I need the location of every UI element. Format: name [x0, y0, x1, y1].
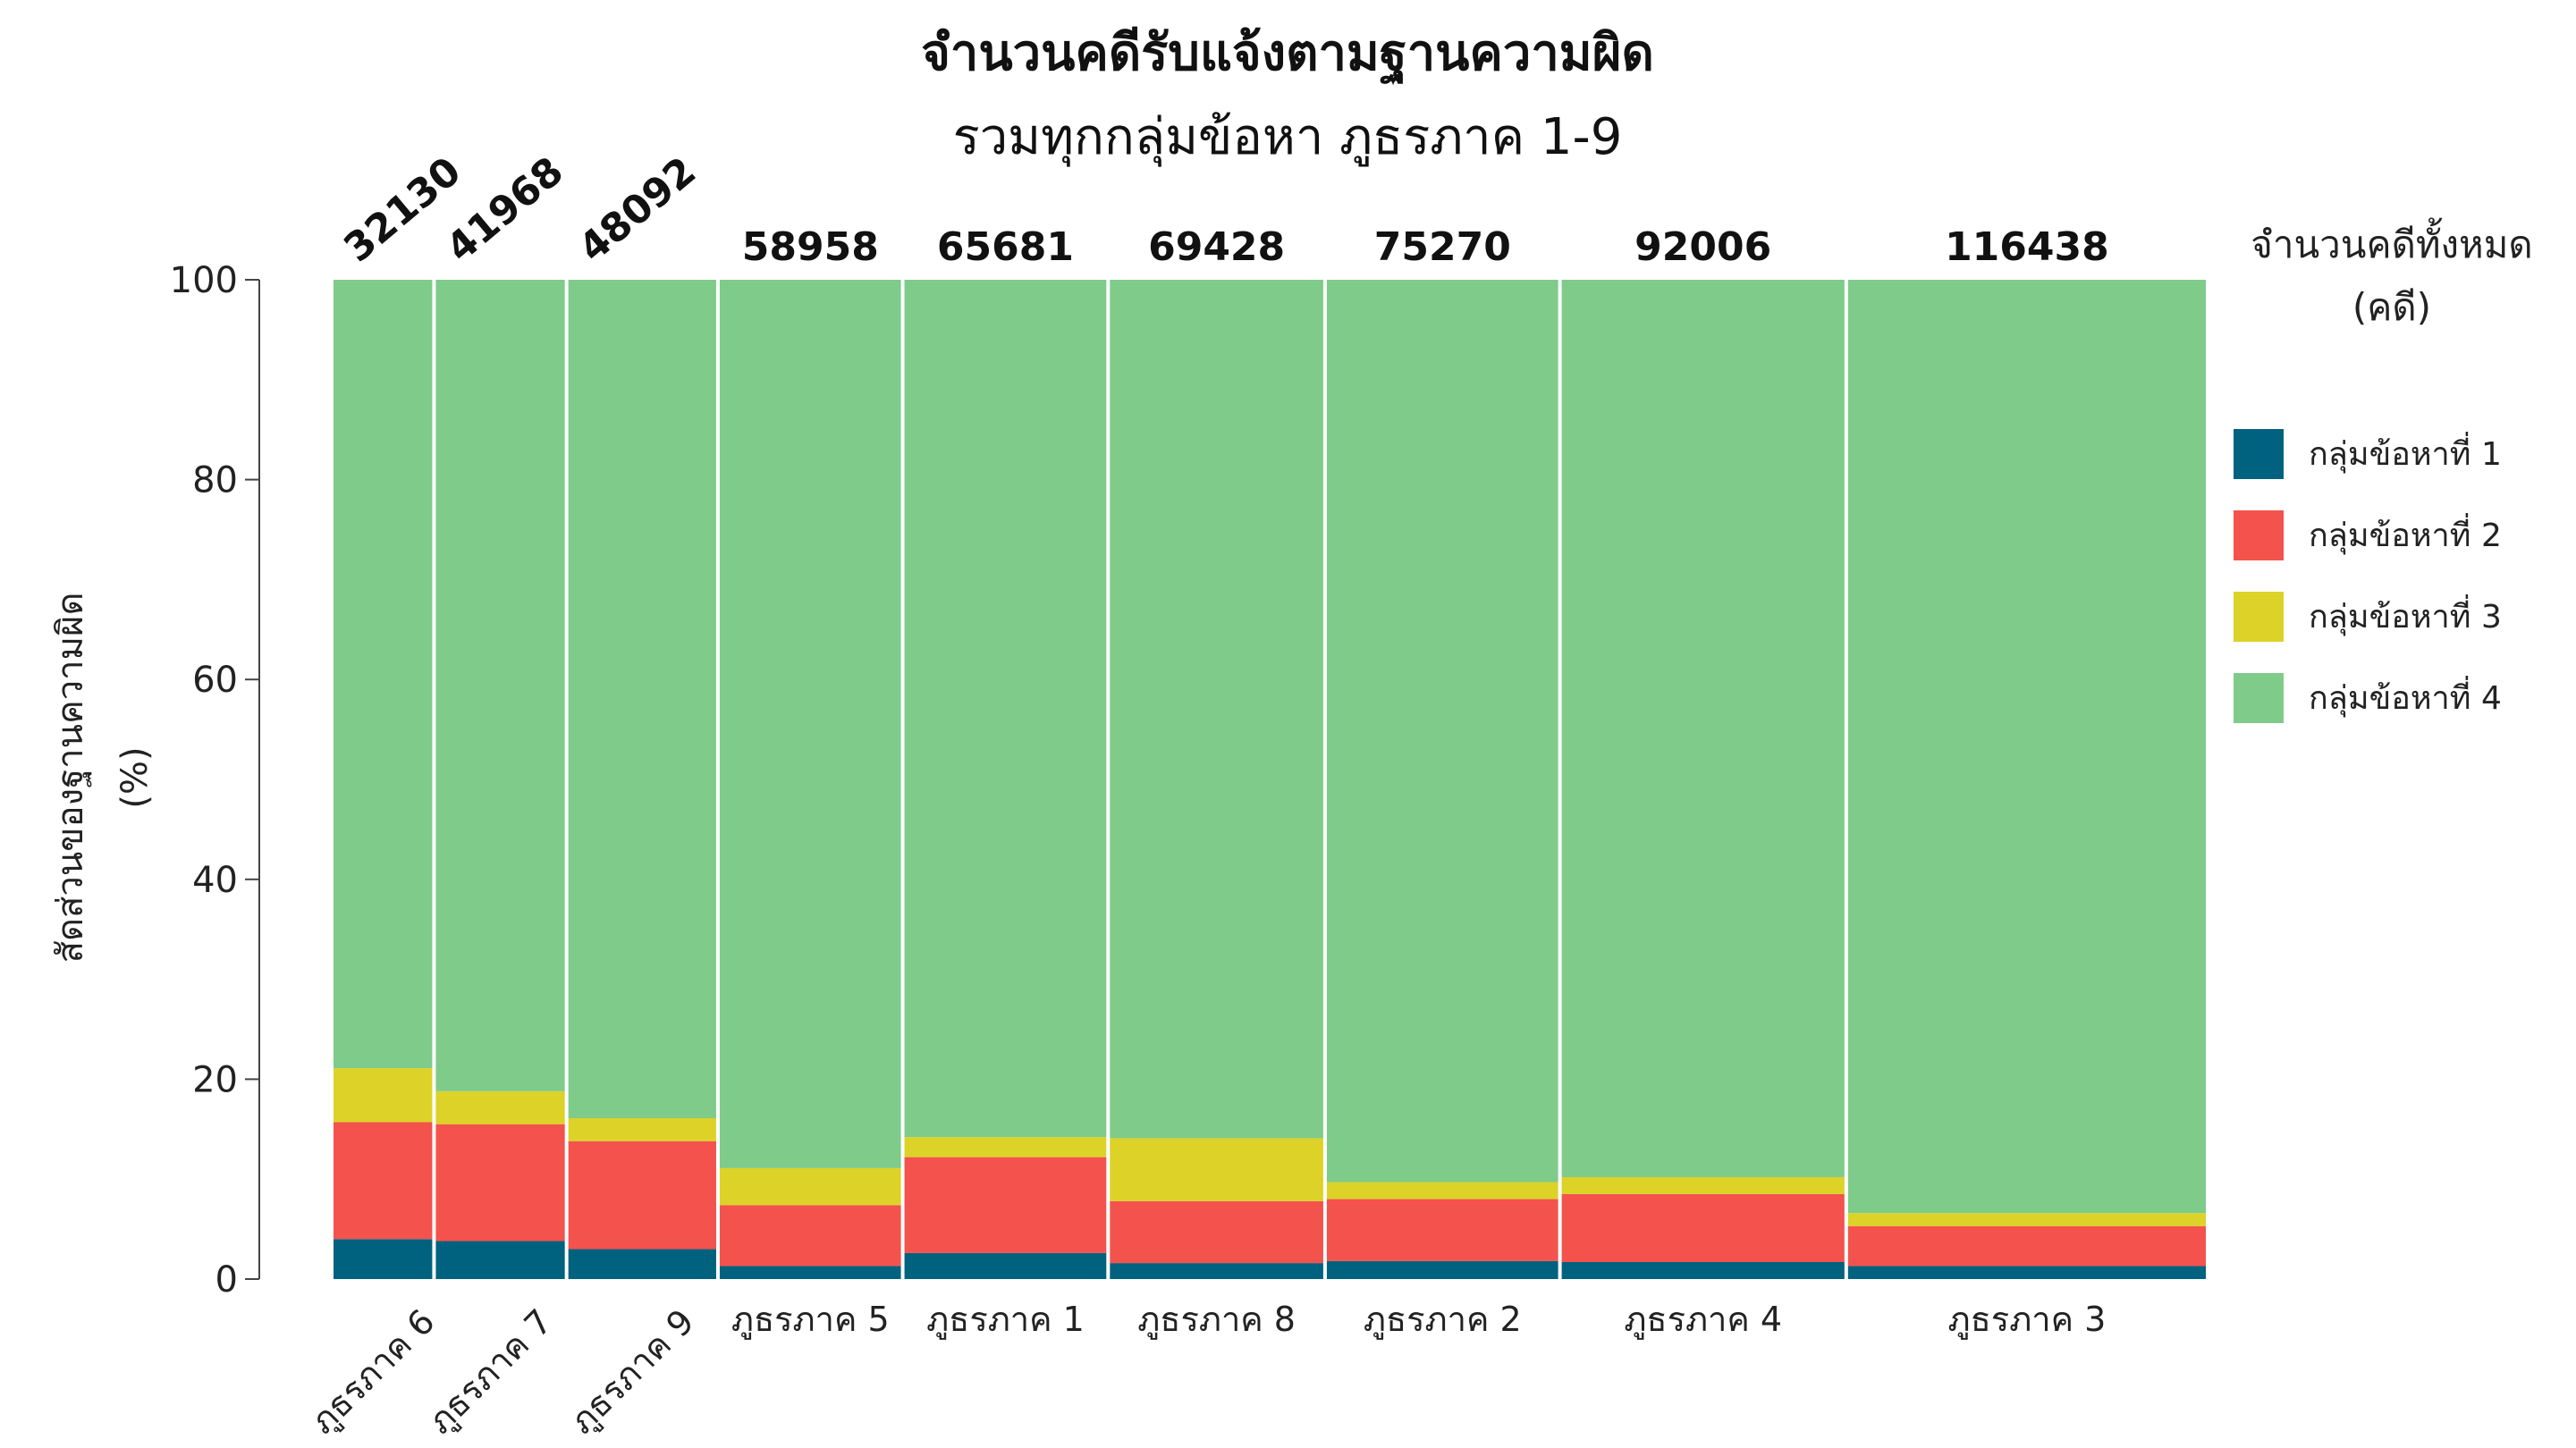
category-labels-group: ภูธรภาค 6ภูธรภาค 7 ภูธรภาค 9 ภูธรภาค 5 ภูธร… [303, 1300, 2107, 1442]
bar-column [1561, 280, 1845, 1279]
category-label: ภูธรภาค 9 [562, 1301, 703, 1442]
totals-title-line2: (คดี) [2352, 285, 2431, 329]
total-label: 92006 [1634, 224, 1771, 270]
category-label: ภูธรภาค 2 [1364, 1300, 1522, 1340]
total-label: 58958 [742, 224, 879, 270]
bar-segment [1847, 280, 2206, 1214]
bar-segment [1110, 280, 1323, 1139]
bar-segment [1847, 1266, 2206, 1279]
bar-segment [334, 280, 433, 1069]
bar-segment [1561, 280, 1845, 1177]
chart-subtitle: รวมทุกกลุ่มข้อหา ภูธรภาค 1-9 [953, 108, 1623, 167]
bar-segment [568, 280, 716, 1119]
bar-column [1326, 280, 1558, 1279]
total-label: 32130 [335, 148, 469, 271]
bar-column [1110, 280, 1323, 1279]
bar-segment [904, 1137, 1107, 1158]
y-axis-label-line2: (%) [114, 746, 156, 808]
category-label: ภูธรภาค 4 [1624, 1300, 1782, 1340]
y-tick-label: 40 [192, 860, 238, 901]
bar-segment [435, 280, 565, 1091]
legend-swatch [2234, 673, 2284, 723]
bar-column [1847, 280, 2206, 1279]
chart-title: จำนวนคดีรับแจ้งตามฐานความผิด [921, 24, 1654, 85]
legend-item: กลุ่มข้อหาที่ 1 [2234, 429, 2502, 479]
total-label: 75270 [1374, 224, 1511, 270]
bar-column [719, 280, 901, 1279]
bar-segment [334, 1068, 433, 1123]
bars-group [334, 280, 2206, 1279]
bar-segment [1561, 1176, 1845, 1194]
legend-item: กลุ่มข้อหาที่ 3 [2234, 592, 2502, 642]
legend-label: กลุ่มข้อหาที่ 4 [2309, 676, 2502, 718]
legend-label: กลุ่มข้อหาที่ 3 [2309, 594, 2502, 636]
legend-swatch [2234, 510, 2284, 560]
bar-column [568, 280, 716, 1279]
bar-segment [1561, 1193, 1845, 1262]
category-label: ภูธรภาค 7 [420, 1301, 561, 1442]
bar-segment [1326, 1182, 1558, 1200]
bar-segment [1847, 1213, 2206, 1226]
legend-label: กลุ่มข้อหาที่ 1 [2309, 432, 2502, 474]
bar-segment [904, 280, 1107, 1138]
bar-segment [334, 1239, 433, 1279]
total-label: 48092 [570, 148, 705, 271]
bar-segment [719, 1266, 901, 1279]
bar-segment [1326, 1199, 1558, 1261]
y-axis: 0 20 40 60 80 100 [170, 260, 260, 1301]
y-axis-label: สัดส่วนของฐานความผิด (%) [50, 593, 156, 964]
y-axis-label-line1: สัดส่วนของฐานความผิด [50, 593, 92, 964]
bar-segment [1326, 1260, 1558, 1279]
category-label: ภูธรภาค 8 [1137, 1300, 1296, 1340]
bar-segment [435, 1241, 565, 1279]
legend: กลุ่มข้อหาที่ 1 กลุ่มข้อหาที่ 2 กลุ่มข้อหา… [2234, 429, 2502, 723]
bar-segment [568, 1249, 716, 1279]
bar-segment [435, 1124, 565, 1242]
bar-segment [719, 1167, 901, 1206]
bar-segment [1561, 1261, 1845, 1279]
bar-segment [719, 280, 901, 1168]
bar-segment [1847, 1225, 2206, 1267]
bar-segment [435, 1090, 565, 1124]
bar-segment [1110, 1200, 1323, 1264]
legend-item: กลุ่มข้อหาที่ 2 [2234, 510, 2502, 560]
category-label: ภูธรภาค 5 [731, 1300, 890, 1340]
legend-swatch [2234, 429, 2284, 479]
y-tick-label: 0 [215, 1259, 238, 1301]
category-label: ภูธรภาค 1 [926, 1300, 1085, 1340]
bar-segment [904, 1252, 1107, 1279]
bar-column [904, 280, 1107, 1279]
bar-segment [719, 1205, 901, 1267]
totals-title-line1: จำนวนคดีทั้งหมด [2251, 217, 2532, 266]
total-label: 65681 [937, 224, 1074, 270]
bar-column [435, 280, 565, 1279]
bar-segment [904, 1157, 1107, 1253]
bar-segment [568, 1141, 716, 1250]
bar-segment [568, 1118, 716, 1141]
y-tick-label: 60 [192, 660, 238, 701]
y-tick-label: 100 [170, 260, 238, 301]
legend-item: กลุ่มข้อหาที่ 4 [2234, 673, 2502, 723]
category-label: ภูธรภาค 3 [1948, 1300, 2107, 1340]
bar-column [334, 280, 433, 1279]
bar-segment [1326, 280, 1558, 1183]
legend-label: กลุ่มข้อหาที่ 2 [2309, 513, 2502, 555]
total-label: 69428 [1148, 224, 1285, 270]
category-label: ภูธรภาค 6 [303, 1301, 443, 1442]
bar-segment [1110, 1263, 1323, 1279]
legend-swatch [2234, 592, 2284, 642]
y-tick-label: 80 [192, 460, 238, 501]
total-label: 116438 [1945, 224, 2109, 270]
total-label: 41968 [438, 148, 572, 271]
bar-segment [1110, 1138, 1323, 1201]
bar-segment [334, 1122, 433, 1240]
y-tick-label: 20 [192, 1059, 238, 1100]
